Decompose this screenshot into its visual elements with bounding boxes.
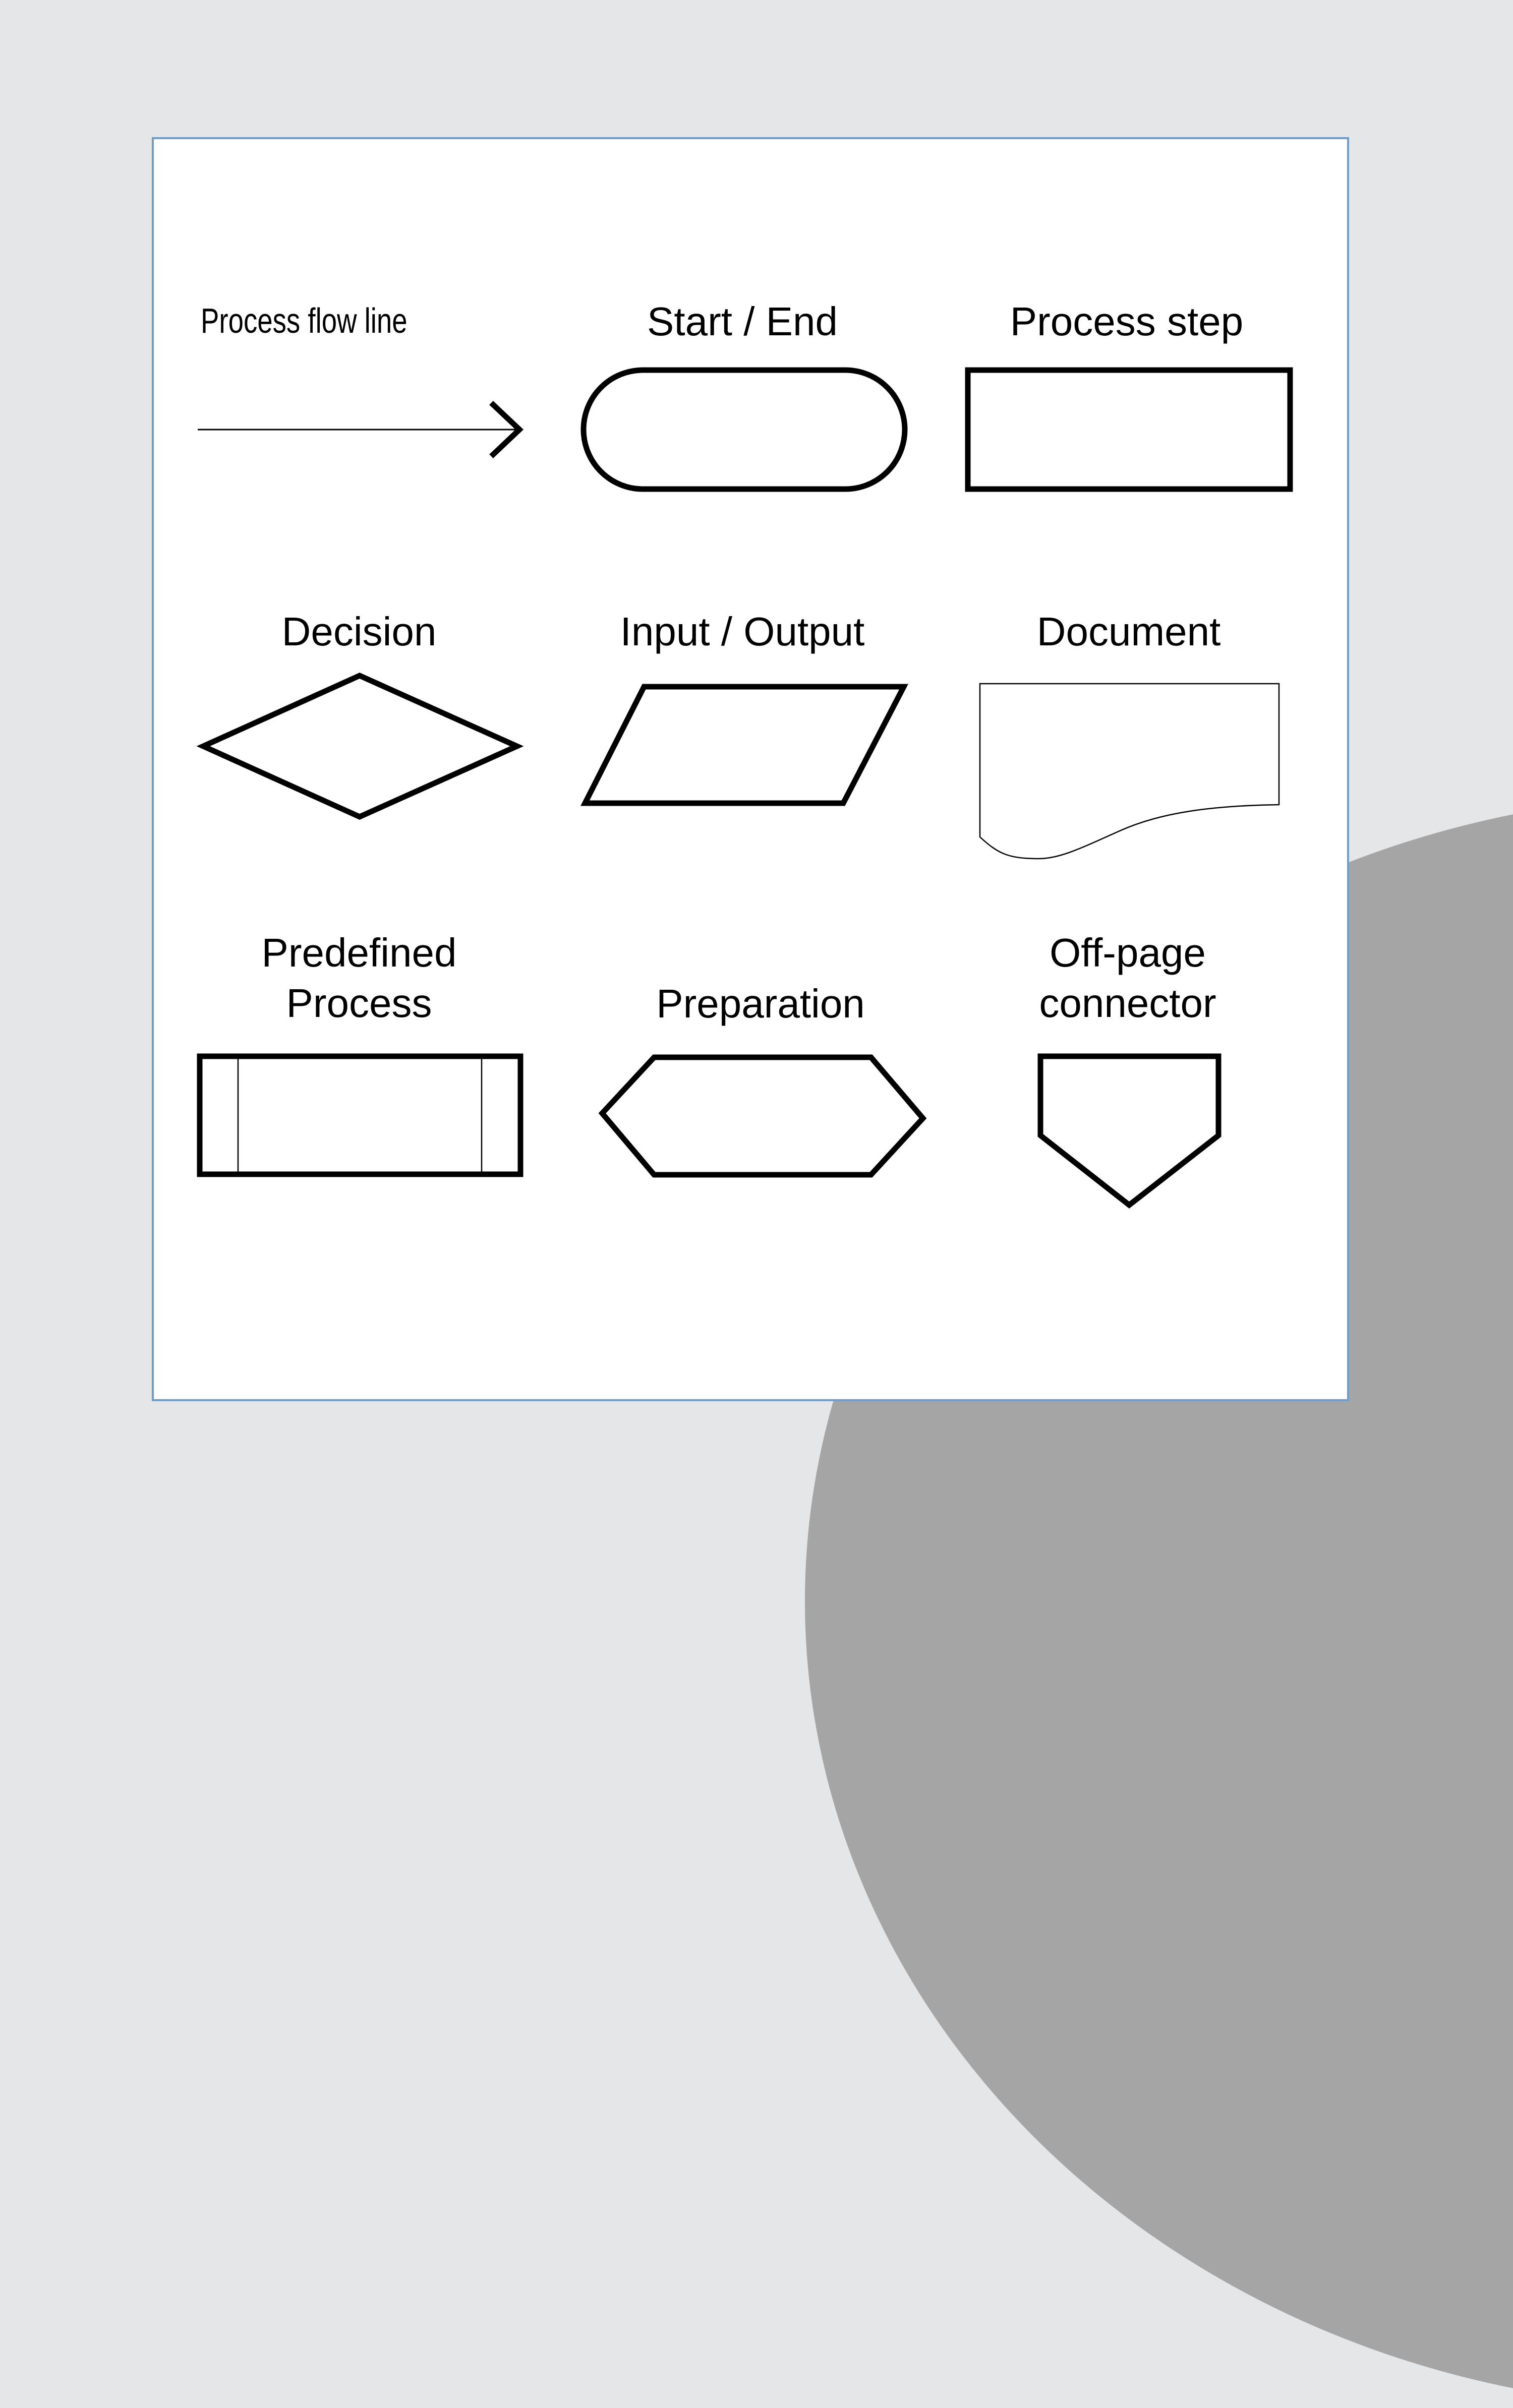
flowchart-symbols xyxy=(196,367,1293,1209)
decision-diamond-shape xyxy=(196,672,524,820)
label-decision: Decision xyxy=(281,609,437,654)
label-document: Document xyxy=(1036,609,1221,654)
predefined-process-shape xyxy=(197,1053,523,1177)
document-shape xyxy=(979,683,1280,860)
label-process-flow-line: Process flow line xyxy=(201,301,408,340)
label-predefined-process: Predefined Process xyxy=(261,930,457,1026)
preparation-hexagon-shape xyxy=(598,1054,927,1178)
label-preparation: Preparation xyxy=(656,981,865,1026)
process-step-rectangle-shape xyxy=(965,367,1293,492)
start-end-terminal-shape xyxy=(580,367,908,492)
label-start-end: Start / End xyxy=(647,299,838,344)
off-page-connector-shape xyxy=(1037,1053,1221,1209)
label-off-page-connector: Off-page connector xyxy=(1039,930,1216,1026)
label-process-step: Process step xyxy=(1010,299,1244,344)
process-flow-line-arrow xyxy=(198,401,524,458)
input-output-parallelogram-shape xyxy=(580,684,909,806)
label-input-output: Input / Output xyxy=(620,609,865,654)
